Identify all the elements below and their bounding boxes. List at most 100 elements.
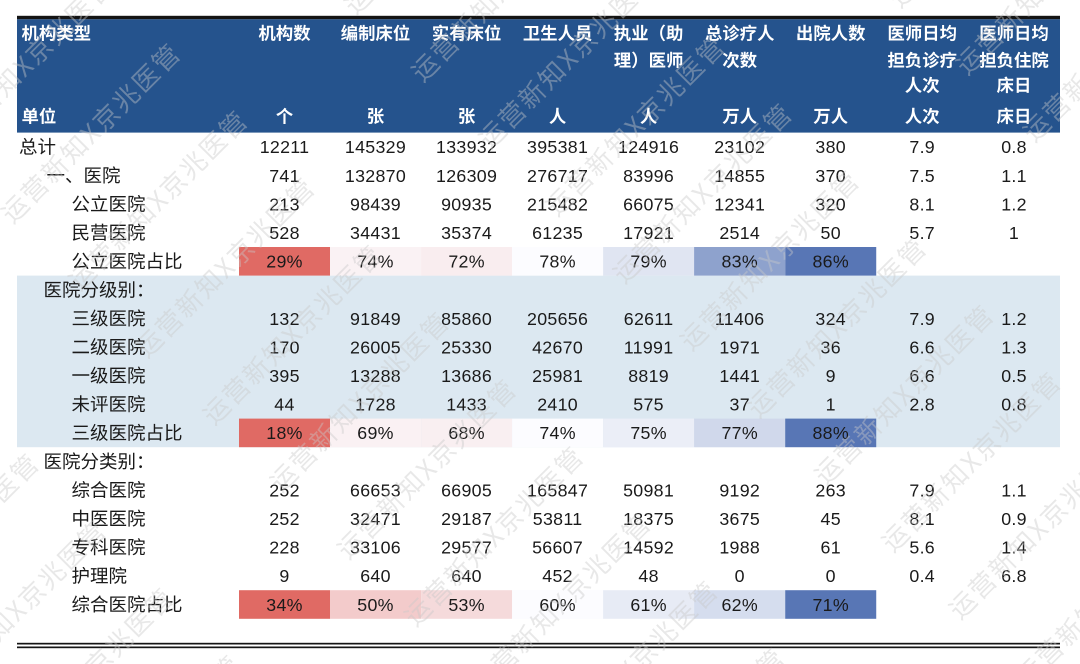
svg-text:83%: 83% (721, 252, 758, 272)
svg-text:78%: 78% (539, 252, 576, 272)
svg-text:0: 0 (735, 566, 745, 586)
svg-text:395: 395 (269, 366, 300, 386)
svg-text:86%: 86% (812, 252, 849, 272)
svg-text:12341: 12341 (714, 194, 765, 214)
svg-text:7.9: 7.9 (909, 309, 935, 329)
svg-text:2410: 2410 (537, 395, 578, 415)
svg-text:56607: 56607 (532, 538, 583, 558)
svg-text:1988: 1988 (719, 538, 760, 558)
svg-text:74%: 74% (539, 423, 576, 443)
svg-text:133932: 133932 (436, 137, 497, 157)
svg-text:1: 1 (1009, 223, 1019, 243)
svg-text:53811: 53811 (533, 509, 583, 529)
svg-text:37: 37 (730, 395, 750, 415)
svg-text:252: 252 (269, 480, 300, 500)
svg-text:741: 741 (269, 166, 300, 186)
svg-text:61: 61 (821, 538, 841, 558)
svg-text:45: 45 (821, 509, 841, 529)
svg-text:1.3: 1.3 (1001, 337, 1027, 357)
svg-text:205656: 205656 (527, 309, 588, 329)
svg-text:1.1: 1.1 (1001, 480, 1027, 500)
svg-text:1433: 1433 (446, 395, 487, 415)
svg-text:8.1: 8.1 (909, 194, 935, 214)
svg-text:44: 44 (274, 395, 294, 415)
svg-text:90935: 90935 (441, 194, 492, 214)
svg-text:66905: 66905 (441, 480, 492, 500)
svg-text:2.8: 2.8 (909, 395, 935, 415)
svg-text:88%: 88% (812, 423, 849, 443)
svg-text:0.9: 0.9 (1001, 509, 1027, 529)
svg-text:1: 1 (826, 395, 836, 415)
svg-text:0.5: 0.5 (1001, 366, 1027, 386)
svg-text:132870: 132870 (345, 166, 406, 186)
svg-text:50%: 50% (357, 595, 394, 615)
svg-text:13288: 13288 (350, 366, 401, 386)
svg-text:29187: 29187 (441, 509, 492, 529)
svg-text:3675: 3675 (719, 509, 760, 529)
svg-text:18%: 18% (266, 423, 303, 443)
svg-text:35374: 35374 (441, 223, 492, 243)
svg-text:7.9: 7.9 (909, 137, 935, 157)
svg-text:6.8: 6.8 (1001, 566, 1027, 586)
svg-text:528: 528 (269, 223, 300, 243)
svg-text:25981: 25981 (532, 366, 583, 386)
svg-text:72%: 72% (448, 252, 485, 272)
svg-text:32471: 32471 (350, 509, 401, 529)
svg-text:50981: 50981 (623, 480, 674, 500)
svg-text:370: 370 (815, 166, 846, 186)
svg-text:66653: 66653 (350, 480, 401, 500)
svg-text:263: 263 (815, 480, 846, 500)
svg-text:0.8: 0.8 (1001, 137, 1027, 157)
svg-text:83996: 83996 (623, 166, 674, 186)
svg-text:34%: 34% (266, 595, 303, 615)
svg-text:126309: 126309 (436, 166, 497, 186)
svg-text:14592: 14592 (623, 538, 674, 558)
svg-text:9192: 9192 (719, 480, 760, 500)
svg-text:0: 0 (826, 566, 836, 586)
svg-text:6.6: 6.6 (909, 337, 935, 357)
svg-text:29577: 29577 (441, 538, 492, 558)
svg-text:145329: 145329 (345, 137, 406, 157)
svg-text:5.7: 5.7 (909, 223, 935, 243)
svg-text:9: 9 (279, 566, 289, 586)
svg-text:62611: 62611 (624, 309, 674, 329)
svg-text:395381: 395381 (527, 137, 588, 157)
svg-text:215482: 215482 (527, 194, 588, 214)
svg-text:1.4: 1.4 (1001, 538, 1027, 558)
svg-text:452: 452 (542, 566, 573, 586)
svg-text:1.2: 1.2 (1001, 194, 1027, 214)
svg-text:9: 9 (826, 366, 836, 386)
svg-text:50: 50 (821, 223, 841, 243)
svg-text:29%: 29% (266, 252, 303, 272)
svg-text:8819: 8819 (628, 366, 669, 386)
svg-text:13686: 13686 (441, 366, 492, 386)
svg-text:1.1: 1.1 (1001, 166, 1027, 186)
svg-text:42670: 42670 (532, 337, 583, 357)
svg-text:85860: 85860 (441, 309, 492, 329)
svg-text:640: 640 (360, 566, 391, 586)
svg-text:66075: 66075 (623, 194, 674, 214)
svg-text:53%: 53% (448, 595, 485, 615)
svg-text:170: 170 (269, 337, 300, 357)
svg-text:18375: 18375 (623, 509, 674, 529)
svg-text:2514: 2514 (719, 223, 760, 243)
svg-text:26005: 26005 (350, 337, 401, 357)
svg-text:1441: 1441 (719, 366, 760, 386)
svg-text:14855: 14855 (714, 166, 765, 186)
svg-text:132: 132 (269, 309, 300, 329)
svg-text:74%: 74% (357, 252, 394, 272)
svg-text:0.4: 0.4 (909, 566, 935, 586)
svg-text:252: 252 (269, 509, 300, 529)
svg-text:575: 575 (633, 395, 664, 415)
svg-text:380: 380 (815, 137, 846, 157)
svg-text:69%: 69% (357, 423, 394, 443)
svg-text:34431: 34431 (350, 223, 401, 243)
svg-text:228: 228 (269, 538, 300, 558)
svg-text:1728: 1728 (355, 395, 396, 415)
svg-text:36: 36 (821, 337, 841, 357)
svg-text:25330: 25330 (441, 337, 492, 357)
svg-text:75%: 75% (630, 423, 667, 443)
svg-text:61%: 61% (630, 595, 667, 615)
svg-text:12211: 12211 (260, 137, 310, 157)
svg-text:165847: 165847 (527, 480, 588, 500)
